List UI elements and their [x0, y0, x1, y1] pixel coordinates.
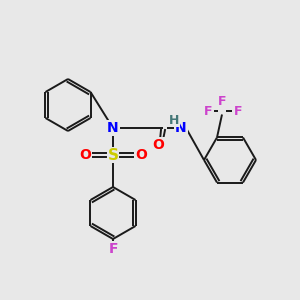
Text: F: F: [234, 105, 242, 118]
Text: O: O: [79, 148, 91, 162]
Text: F: F: [218, 95, 226, 108]
Text: S: S: [107, 148, 118, 163]
Text: N: N: [175, 121, 187, 135]
Text: F: F: [204, 105, 212, 118]
Text: H: H: [169, 113, 179, 127]
Text: O: O: [152, 138, 164, 152]
Text: O: O: [135, 148, 147, 162]
Text: F: F: [108, 242, 118, 256]
Text: N: N: [107, 121, 119, 135]
